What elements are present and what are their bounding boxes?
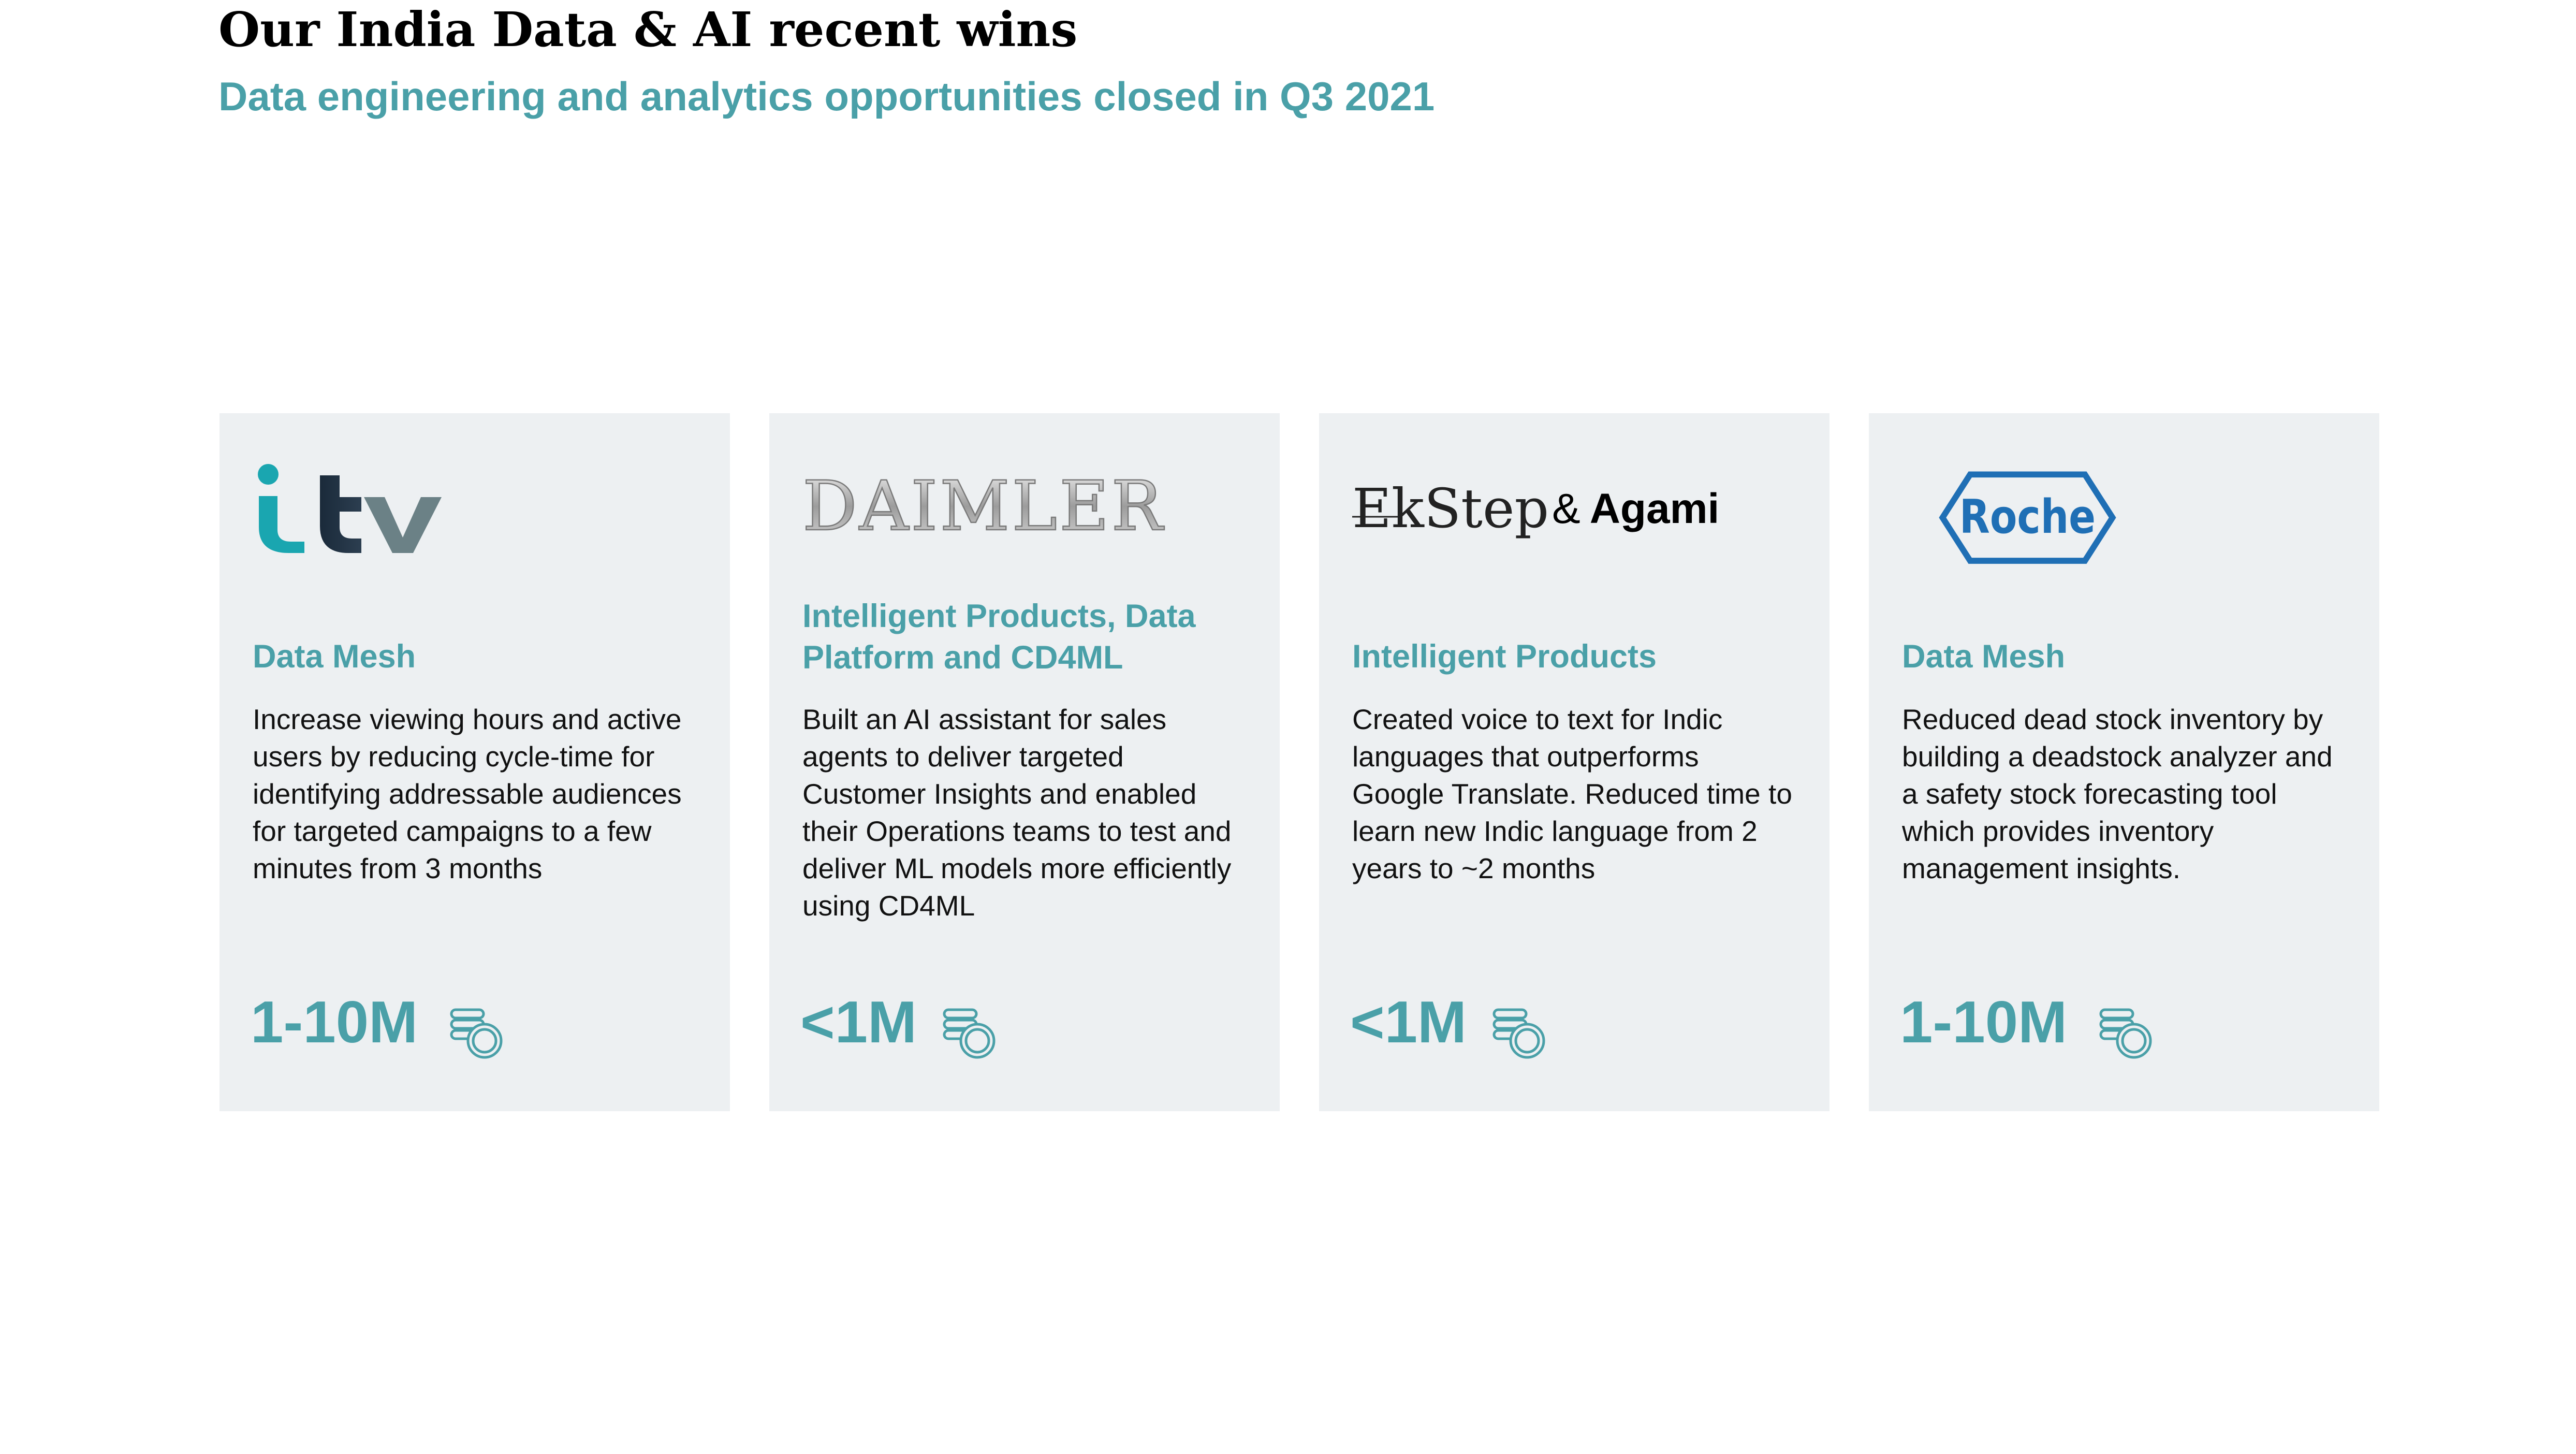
roche-logo: Roche — [1939, 471, 2116, 564]
deal-value: 1-10M — [251, 990, 418, 1055]
agami-logo: & Agami — [1552, 485, 1720, 532]
deal-value: <1M — [800, 990, 917, 1055]
card-description: Built an AI assistant for sales agents t… — [802, 703, 1232, 922]
card-heading: Data Mesh — [253, 638, 416, 675]
coins-icon — [943, 1008, 996, 1059]
page-title: Our India Data & AI recent wins — [218, 2, 1078, 57]
coins-icon — [2099, 1008, 2152, 1059]
deal-value: 1-10M — [1900, 990, 2068, 1055]
card-description: Created voice to text for Indic language… — [1352, 703, 1792, 884]
coins-icon — [1492, 1008, 1545, 1059]
card-description: Increase viewing hours and active users … — [253, 703, 682, 884]
card-heading: Intelligent Products — [1352, 638, 1657, 675]
win-card-ekstep: EkStep & Agami Intelligent Products Creat… — [1319, 413, 1829, 1111]
deal-value: <1M — [1350, 990, 1467, 1055]
coins-icon — [450, 1008, 503, 1059]
ekstep-logo: EkStep — [1352, 477, 1549, 540]
win-card-roche: Roche Data Mesh Reduced dead stock inven… — [1869, 413, 2379, 1111]
win-card-itv: itv Data Mesh Increase viewing hours and… — [219, 413, 730, 1111]
wins-cards: itv Data Mesh Increase viewing hours and… — [219, 413, 2379, 1111]
card-heading: Intelligent Products, Data Platform and … — [802, 598, 1196, 676]
itv-logo: itv — [258, 464, 442, 553]
card-description: Reduced dead stock inventory by building… — [1902, 703, 2333, 884]
win-card-daimler: DAIMLER Intelligent Products, Data Platf… — [769, 413, 1280, 1111]
page-subtitle: Data engineering and analytics opportuni… — [218, 74, 1435, 119]
svg-text:EkStep: EkStep — [1352, 477, 1549, 540]
card-heading: Data Mesh — [1902, 638, 2066, 675]
svg-text:DAIMLER: DAIMLER — [802, 467, 1165, 546]
svg-text:Roche: Roche — [1959, 489, 2096, 544]
daimler-logo: DAIMLER — [802, 466, 1165, 547]
